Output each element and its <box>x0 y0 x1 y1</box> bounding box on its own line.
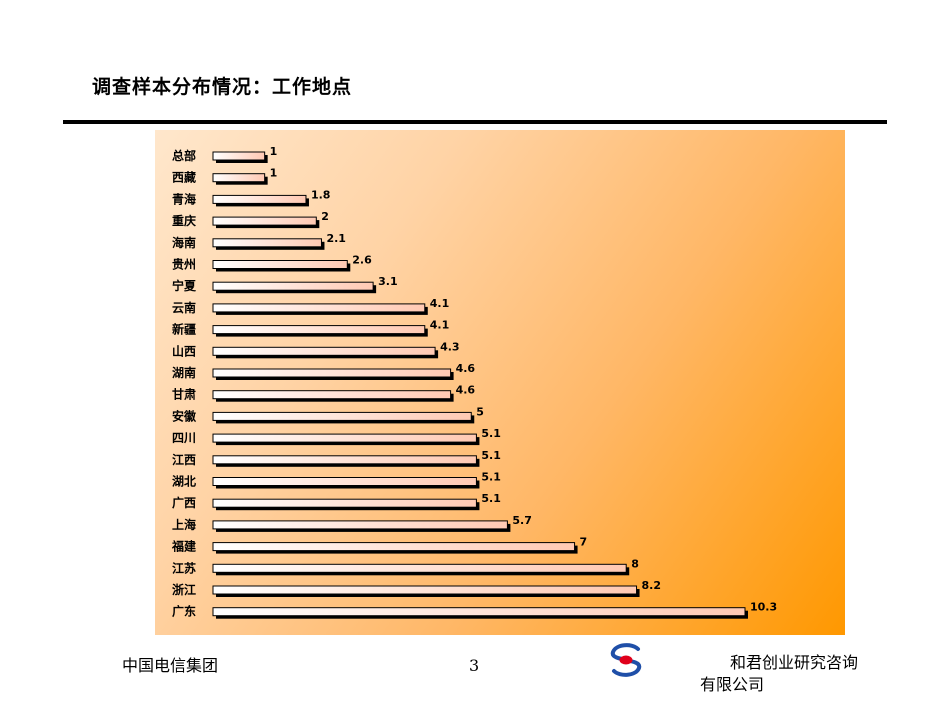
category-label: 广西 <box>172 495 196 510</box>
bar <box>212 194 307 204</box>
value-label: 2.1 <box>326 232 346 245</box>
bar <box>212 346 436 356</box>
value-label: 4.1 <box>430 319 450 332</box>
value-label: 1 <box>270 167 278 180</box>
value-label: 1.8 <box>311 188 331 201</box>
value-label: 8 <box>631 557 639 570</box>
value-label: 1 <box>270 145 278 158</box>
category-label: 湖南 <box>172 365 196 380</box>
value-label: 5.7 <box>512 514 532 527</box>
category-label: 四川 <box>172 431 196 445</box>
bar <box>212 477 477 486</box>
bar <box>212 585 638 595</box>
category-label: 广东 <box>172 604 196 619</box>
value-label: 5.1 <box>481 471 501 484</box>
value-label: 10.3 <box>750 601 777 614</box>
page-title: 调查样本分布情况：工作地点 <box>92 76 353 98</box>
value-label: 4.3 <box>440 340 460 353</box>
bar <box>212 368 452 378</box>
category-label: 总部 <box>172 148 196 163</box>
category-label: 福建 <box>171 539 197 554</box>
value-label: 4.6 <box>456 384 476 397</box>
bar <box>212 607 746 617</box>
value-label: 5.1 <box>481 427 501 440</box>
bar <box>212 563 627 573</box>
category-label: 湖北 <box>172 474 196 489</box>
category-label: 浙江 <box>172 582 196 597</box>
value-label: 4.6 <box>456 362 476 375</box>
value-label: 5.1 <box>481 449 501 462</box>
category-label: 甘肃 <box>172 387 196 402</box>
bar <box>212 411 472 421</box>
title-divider <box>63 120 887 124</box>
bar <box>212 325 426 335</box>
bar <box>212 260 348 269</box>
footer-consultancy-line1: 和君创业研究咨询 <box>730 653 859 672</box>
bar-chart-svg: 总部 1 西藏 1 青海 1.8 重庆 2 海南 2.1 贵州 2.6 宁夏 3.1 云南 4.1 新疆 4.1 山… <box>171 145 777 619</box>
value-label: 2.6 <box>352 254 372 267</box>
category-label: 海南 <box>172 235 196 250</box>
bar <box>212 281 374 291</box>
bar <box>212 238 322 248</box>
page-number: 3 <box>469 656 480 675</box>
value-label: 7 <box>580 536 588 549</box>
company-logo-icon <box>610 643 642 677</box>
bar <box>212 216 317 226</box>
bar <box>212 520 508 530</box>
bar <box>212 542 576 552</box>
category-label: 西藏 <box>172 170 196 185</box>
bar <box>212 390 452 400</box>
category-label: 江西 <box>172 452 196 467</box>
category-label: 贵州 <box>172 257 196 272</box>
value-label: 5 <box>476 405 484 418</box>
footer-consultancy-line2: 有限公司 <box>700 675 765 694</box>
footer-company-name: 中国电信集团 <box>122 656 219 675</box>
value-label: 2 <box>321 210 329 223</box>
category-label: 江苏 <box>172 560 196 575</box>
bar <box>212 151 266 161</box>
bar <box>212 433 477 443</box>
footer-consultancy-name: 和君创业研究咨询 有限公司 <box>700 652 875 696</box>
bar <box>212 455 477 465</box>
category-label: 云南 <box>172 300 196 315</box>
bar-chart: 总部 1 西藏 1 青海 1.8 重庆 2 海南 2.1 贵州 2.6 宁夏 3.1 云南 4.1 新疆 4.1 山… <box>155 130 845 635</box>
category-label: 青海 <box>172 191 196 206</box>
value-label: 3.1 <box>378 275 398 288</box>
bar <box>212 498 477 508</box>
category-label: 上海 <box>172 517 196 532</box>
value-label: 8.2 <box>642 579 662 592</box>
bar <box>212 173 266 183</box>
value-label: 5.1 <box>481 492 501 505</box>
category-label: 山西 <box>172 343 196 358</box>
category-label: 新疆 <box>172 322 196 337</box>
category-label: 宁夏 <box>172 278 197 293</box>
value-label: 4.1 <box>430 297 450 310</box>
category-label: 重庆 <box>172 213 196 228</box>
bar <box>212 303 426 313</box>
category-label: 安徽 <box>172 408 197 423</box>
